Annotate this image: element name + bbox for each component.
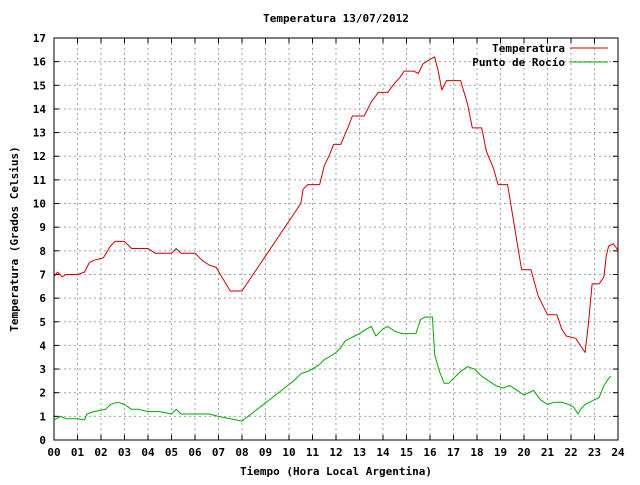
y-tick-label: 4 bbox=[39, 339, 46, 352]
x-tick-label: 00 bbox=[47, 446, 60, 459]
y-tick-label: 5 bbox=[39, 316, 46, 329]
y-tick-label: 15 bbox=[33, 79, 46, 92]
x-tick-label: 19 bbox=[494, 446, 507, 459]
legend-label-punto-de-rocio: Punto de Rocío bbox=[472, 56, 565, 69]
x-ticks: 00 01 02 03 04 05 06 07 08 09 10 11 12 13 14 15 16 17 18 19… bbox=[47, 38, 625, 459]
x-tick-label: 04 bbox=[141, 446, 155, 459]
y-tick-label: 7 bbox=[39, 268, 46, 281]
y-tick-label: 10 bbox=[33, 198, 46, 211]
chart-title: Temperatura 13/07/2012 bbox=[263, 12, 409, 25]
x-tick-label: 08 bbox=[235, 446, 248, 459]
y-tick-label: 6 bbox=[39, 292, 46, 305]
y-tick-label: 9 bbox=[39, 221, 46, 234]
x-tick-label: 09 bbox=[259, 446, 272, 459]
y-tick-label: 13 bbox=[33, 127, 46, 140]
legend-label-temperatura: Temperatura bbox=[492, 42, 565, 55]
x-tick-label: 06 bbox=[188, 446, 202, 459]
x-tick-label: 10 bbox=[282, 446, 295, 459]
x-tick-label: 07 bbox=[212, 446, 225, 459]
x-tick-label: 03 bbox=[118, 446, 131, 459]
y-tick-label: 3 bbox=[39, 363, 46, 376]
x-tick-label: 14 bbox=[376, 446, 390, 459]
x-tick-label: 05 bbox=[165, 446, 178, 459]
x-tick-label: 18 bbox=[470, 446, 483, 459]
y-tick-label: 11 bbox=[33, 174, 47, 187]
y-tick-label: 14 bbox=[33, 103, 47, 116]
y-tick-label: 17 bbox=[33, 32, 46, 45]
x-tick-label: 24 bbox=[611, 446, 625, 459]
legend: Temperatura Punto de Rocío bbox=[472, 42, 608, 69]
y-tick-label: 12 bbox=[33, 150, 46, 163]
x-tick-label: 22 bbox=[564, 446, 577, 459]
x-axis-label: Tiempo (Hora Local Argentina) bbox=[240, 465, 432, 478]
x-tick-label: 12 bbox=[329, 446, 342, 459]
y-axis-label: Temperatura (Grados Celsius) bbox=[8, 146, 21, 331]
y-tick-label: 8 bbox=[39, 245, 46, 258]
series-layer bbox=[53, 56, 619, 422]
x-tick-label: 13 bbox=[353, 446, 366, 459]
x-tick-label: 02 bbox=[94, 446, 107, 459]
x-tick-label: 20 bbox=[517, 446, 530, 459]
y-tick-label: 16 bbox=[33, 56, 47, 69]
grid-layer bbox=[54, 38, 618, 440]
x-tick-label: 15 bbox=[400, 446, 413, 459]
series-line-punto-de-rocio bbox=[53, 316, 612, 422]
x-tick-label: 17 bbox=[447, 446, 460, 459]
x-tick-label: 16 bbox=[423, 446, 437, 459]
x-tick-label: 11 bbox=[306, 446, 320, 459]
y-tick-label: 1 bbox=[39, 410, 46, 423]
y-tick-label: 2 bbox=[39, 387, 46, 400]
x-tick-label: 21 bbox=[541, 446, 555, 459]
x-tick-label: 01 bbox=[71, 446, 85, 459]
series-line-temperatura bbox=[53, 56, 619, 353]
x-tick-label: 23 bbox=[588, 446, 601, 459]
y-tick-label: 0 bbox=[39, 434, 46, 447]
